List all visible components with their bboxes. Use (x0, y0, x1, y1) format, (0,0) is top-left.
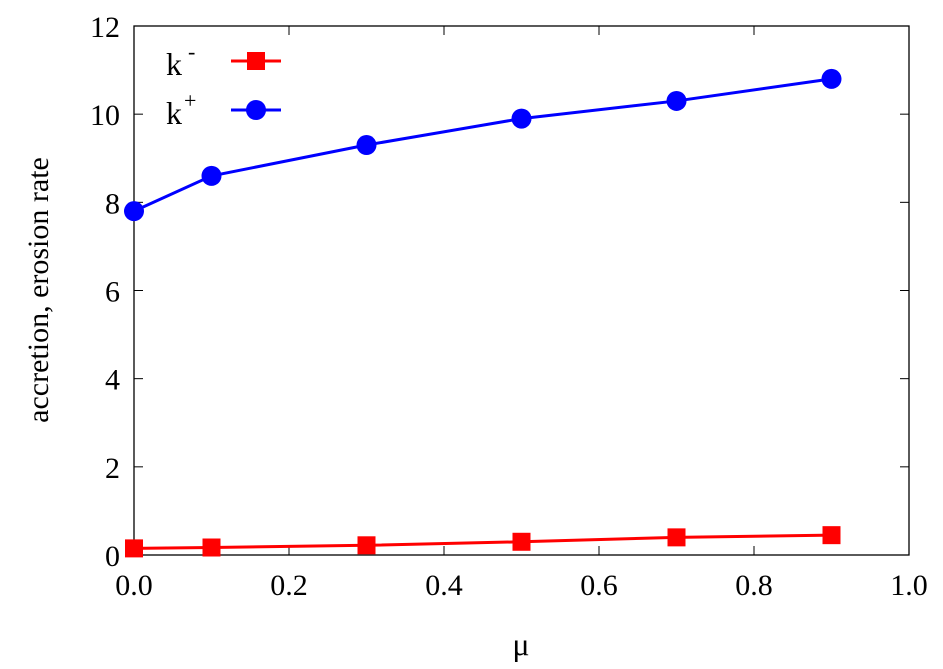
legend-label-k+: k+ (166, 88, 196, 131)
x-axis-label: μ (512, 626, 529, 662)
series-line-k+ (133, 77, 832, 213)
data-point-k+ (201, 165, 222, 186)
y-tick-label: 0 (105, 540, 120, 573)
x-tick-label: 0.6 (580, 569, 618, 602)
data-point-k- (202, 538, 221, 557)
x-tick-label: 1.0 (890, 569, 928, 602)
y-tick-label: 2 (105, 452, 120, 485)
y-tick-label: 8 (105, 187, 120, 220)
y-tick-label: 4 (105, 364, 120, 397)
data-point-k- (667, 528, 686, 547)
data-point-k+ (511, 108, 532, 129)
data-point-k+ (666, 90, 687, 111)
y-tick-label: 10 (90, 99, 120, 132)
data-point-k+ (124, 201, 144, 222)
legend-marker-k+ (246, 100, 266, 120)
x-tick-label: 0.2 (270, 569, 308, 602)
data-point-k+ (821, 68, 842, 89)
data-point-k- (822, 526, 841, 545)
y-tick-label: 12 (90, 11, 120, 44)
x-tick-label: 0.0 (115, 569, 153, 602)
legend-label-k-: k- (166, 39, 195, 82)
legend-marker-k- (247, 52, 265, 70)
data-point-k- (512, 532, 531, 551)
data-point-k- (125, 539, 143, 558)
x-tick-label: 0.8 (735, 569, 773, 602)
y-tick-label: 6 (105, 276, 120, 309)
x-tick-label: 0.4 (425, 569, 463, 602)
legend: k -k+ (166, 39, 281, 131)
data-point-k+ (356, 135, 377, 156)
y-axis-label: accretion, erosion rate (22, 157, 55, 423)
data-point-k- (357, 536, 376, 555)
series-line-k- (133, 533, 832, 550)
